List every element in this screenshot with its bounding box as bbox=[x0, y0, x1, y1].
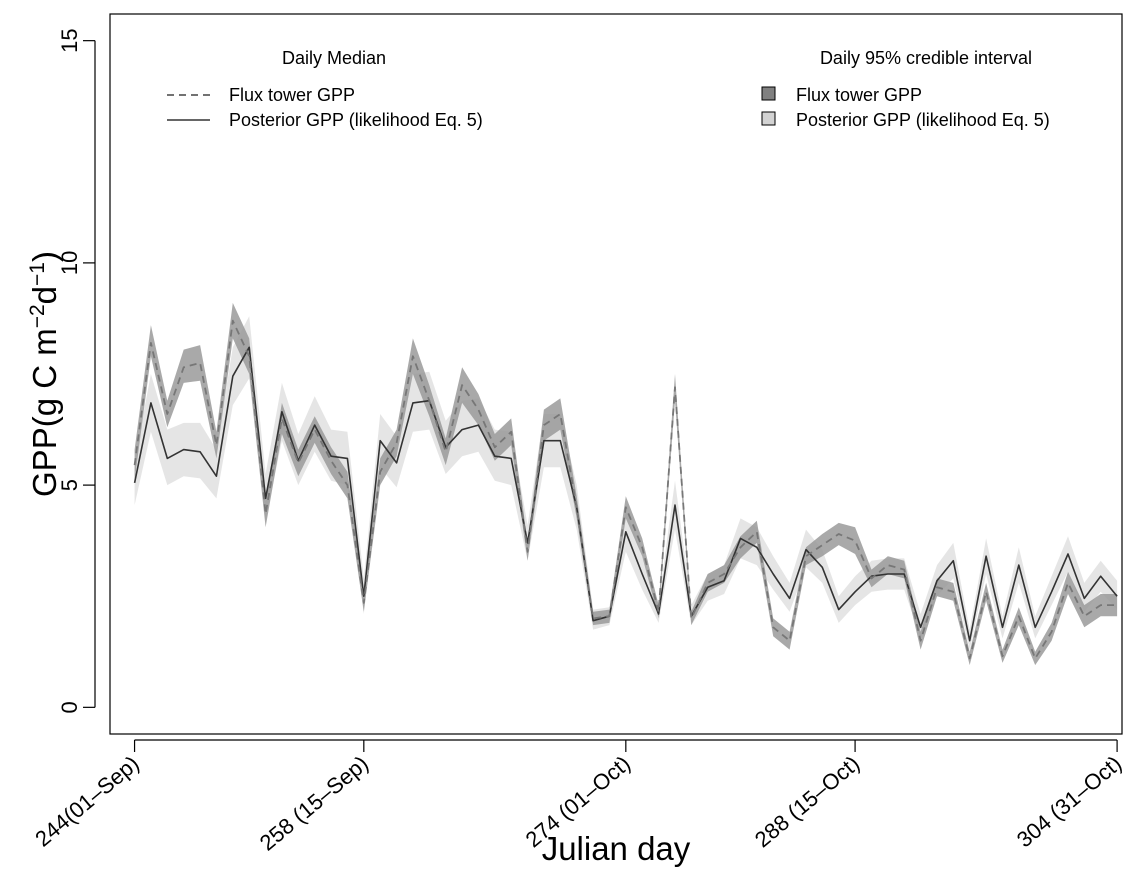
legend-posterior-band-swatch bbox=[761, 111, 776, 126]
flux-tower-median-line bbox=[133, 319, 1118, 660]
y-axis-title-sup1: −2 bbox=[26, 304, 49, 328]
y-tick-label: 10 bbox=[57, 251, 82, 275]
legend-flux-band-label: Flux tower GPP bbox=[796, 85, 922, 105]
y-tick-label: 5 bbox=[57, 479, 82, 491]
legend-interval-title: Daily 95% credible interval bbox=[820, 48, 1032, 68]
plot-frame bbox=[109, 13, 1123, 735]
y-axis-title-sup2: −1 bbox=[26, 262, 49, 286]
y-axis-title: GPP(g C m−2d−1) bbox=[26, 251, 63, 497]
legend-posterior-median-label: Posterior GPP (likelihood Eq. 5) bbox=[229, 110, 483, 130]
x-tick-label: 304 (31–Oct) bbox=[1012, 751, 1126, 853]
credible-interval-bands bbox=[134, 302, 1118, 666]
legend-flux-band-swatch bbox=[761, 86, 776, 101]
y-axis-title-main: GPP(g C m bbox=[26, 328, 63, 497]
flux-tower-interval-band bbox=[134, 302, 1118, 666]
x-tick-label: 288 (15–Oct) bbox=[750, 751, 864, 853]
median-lines bbox=[133, 319, 1118, 660]
y-axis: 0 5 10 15 bbox=[57, 28, 96, 713]
posterior-median-line bbox=[133, 346, 1118, 642]
legend-median: Daily Median Flux tower GPP Posterior GP… bbox=[167, 48, 483, 130]
y-axis-title-mid: d bbox=[26, 286, 63, 304]
legend-posterior-band-label: Posterior GPP (likelihood Eq. 5) bbox=[796, 110, 1050, 130]
y-axis-title-end: ) bbox=[26, 251, 63, 262]
x-axis-title: Julian day bbox=[542, 830, 691, 867]
legend-median-title: Daily Median bbox=[282, 48, 386, 68]
x-tick-label: 258 (15–Sep) bbox=[255, 751, 373, 856]
x-tick-label: 244(01–Sep) bbox=[30, 751, 144, 852]
legend-interval: Daily 95% credible interval Flux tower G… bbox=[761, 48, 1050, 130]
y-tick-label: 15 bbox=[57, 28, 82, 52]
legend-flux-median-label: Flux tower GPP bbox=[229, 85, 355, 105]
posterior-interval-band bbox=[134, 316, 1118, 650]
y-tick-label: 0 bbox=[57, 701, 82, 713]
